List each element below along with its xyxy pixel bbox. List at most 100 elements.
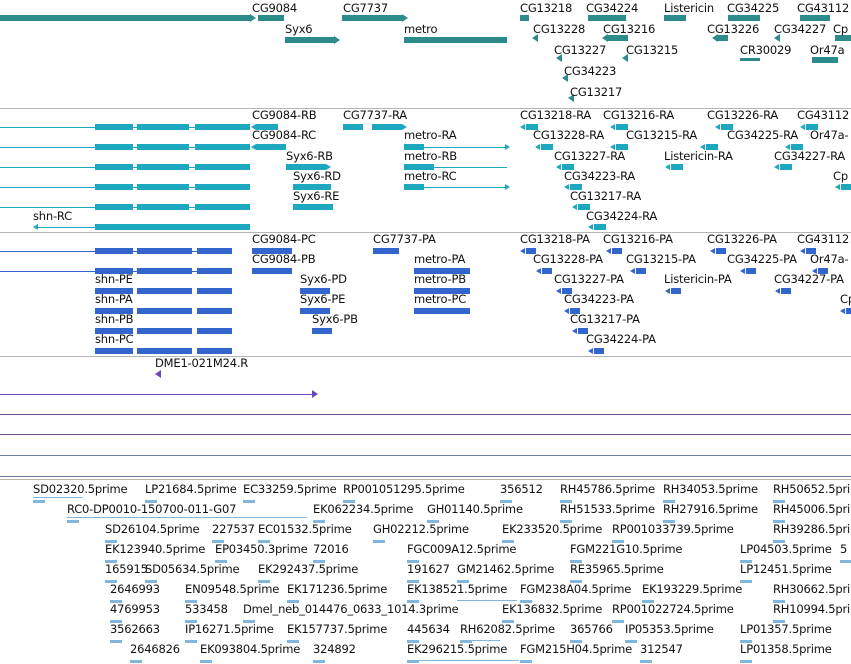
feature-bar[interactable]: [137, 348, 192, 354]
feature-label[interactable]: Listericin: [664, 1, 714, 15]
est-label[interactable]: EK138521.5prime: [407, 582, 508, 596]
est-bar[interactable]: [200, 660, 212, 663]
feature-bar[interactable]: [541, 144, 553, 150]
feature-label[interactable]: CG43112: [797, 108, 850, 122]
est-label[interactable]: GH02212.5prime: [373, 522, 469, 536]
feature-bar[interactable]: [818, 268, 828, 274]
feature-bar[interactable]: [95, 268, 133, 274]
feature-bar[interactable]: [252, 248, 292, 254]
est-label[interactable]: RH62082.5prime: [460, 622, 555, 636]
est-label[interactable]: RH45006.5prime: [773, 502, 851, 516]
feature-label[interactable]: metro-PB: [414, 272, 466, 286]
feature-label[interactable]: CG9084-RB: [252, 108, 317, 122]
est-bar[interactable]: [313, 660, 325, 663]
est-bar[interactable]: [407, 660, 419, 663]
feature-bar[interactable]: [95, 248, 133, 254]
feature-label[interactable]: CG34227: [774, 22, 827, 36]
est-label[interactable]: RH10994.5prime: [773, 602, 851, 616]
feature-bar[interactable]: [137, 268, 192, 274]
est-label[interactable]: EK093804.5prime: [200, 642, 301, 656]
est-label[interactable]: EK157737.5prime: [287, 622, 388, 636]
est-bar[interactable]: [520, 600, 532, 603]
est-bar[interactable]: [287, 640, 299, 643]
est-label[interactable]: RP001051295.5prime: [343, 482, 465, 496]
est-bar[interactable]: [212, 540, 224, 543]
est-bar[interactable]: [427, 520, 439, 523]
est-bar[interactable]: [520, 660, 532, 663]
feature-label[interactable]: CG34223-RA: [564, 169, 636, 183]
est-bar[interactable]: [642, 600, 654, 603]
feature-label[interactable]: metro-RB: [404, 149, 457, 163]
intron-line[interactable]: [33, 497, 83, 498]
feature-label[interactable]: CG9084-RC: [252, 128, 317, 142]
feature-bar[interactable]: [781, 288, 791, 294]
feature-bar[interactable]: [578, 328, 588, 334]
feature-label[interactable]: CG13216: [603, 22, 656, 36]
est-bar[interactable]: [258, 540, 270, 543]
est-bar[interactable]: [105, 580, 117, 583]
feature-bar[interactable]: [137, 124, 189, 130]
intron-line[interactable]: [457, 600, 517, 601]
feature-bar[interactable]: [800, 15, 830, 21]
feature-label[interactable]: CG13227-RA: [554, 149, 626, 163]
est-label[interactable]: IP16271.5prime: [185, 622, 274, 636]
est-label[interactable]: LP04503.5prime: [740, 542, 832, 556]
est-bar[interactable]: [105, 560, 117, 563]
est-bar[interactable]: [407, 580, 419, 583]
feature-label[interactable]: CG9084-PC: [252, 232, 316, 246]
est-label[interactable]: EK171236.5prime: [287, 582, 388, 596]
est-label[interactable]: LP01357.5prime: [740, 622, 832, 636]
est-bar[interactable]: [773, 540, 785, 543]
est-label[interactable]: 533458: [185, 602, 228, 616]
feature-bar[interactable]: [806, 124, 818, 130]
feature-bar[interactable]: [728, 15, 760, 21]
intron-line[interactable]: [404, 147, 507, 148]
feature-label[interactable]: CG34224-PA: [586, 332, 656, 346]
est-label[interactable]: RH34053.5prime: [663, 482, 758, 496]
feature-label[interactable]: CG34224-RA: [586, 209, 658, 223]
est-bar[interactable]: [110, 620, 122, 623]
feature-label[interactable]: CG13226-PA: [707, 232, 777, 246]
feature-bar[interactable]: [846, 308, 851, 314]
feature-bar[interactable]: [588, 15, 626, 21]
est-bar[interactable]: [502, 620, 514, 623]
est-bar[interactable]: [185, 640, 197, 643]
est-label[interactable]: 72016: [313, 542, 349, 556]
feature-bar[interactable]: [414, 308, 470, 314]
feature-bar[interactable]: [137, 144, 189, 150]
est-bar[interactable]: [773, 600, 785, 603]
feature-label[interactable]: Syx6-RE: [293, 189, 340, 203]
est-bar[interactable]: [460, 640, 472, 643]
intron-line[interactable]: [460, 640, 500, 641]
feature-bar[interactable]: [285, 37, 335, 43]
feature-bar[interactable]: [562, 288, 572, 294]
est-label[interactable]: RH51533.5prime: [560, 502, 655, 516]
est-bar[interactable]: [407, 640, 419, 643]
est-bar[interactable]: [258, 580, 270, 583]
feature-bar[interactable]: [746, 268, 756, 274]
est-bar[interactable]: [457, 580, 469, 583]
est-bar[interactable]: [773, 520, 785, 523]
feature-bar[interactable]: [256, 124, 278, 130]
feature-label[interactable]: CG13226: [707, 22, 760, 36]
feature-label[interactable]: Syx6-RB: [286, 149, 333, 163]
feature-label[interactable]: Or47a: [810, 43, 845, 57]
feature-label[interactable]: metro-RA: [404, 128, 457, 142]
feature-bar[interactable]: [95, 288, 133, 294]
feature-label[interactable]: DME1-021M24.R: [155, 356, 249, 370]
est-label[interactable]: SD02320.5prime: [33, 482, 128, 496]
feature-bar[interactable]: [716, 35, 728, 41]
est-bar[interactable]: [215, 560, 227, 563]
feature-bar[interactable]: [197, 348, 232, 354]
feature-label[interactable]: CG43112: [797, 1, 850, 15]
feature-label[interactable]: Or47a-: [810, 252, 849, 266]
est-label[interactable]: 365766: [570, 622, 613, 636]
feature-bar[interactable]: [137, 308, 192, 314]
feature-label[interactable]: CG34227-RA: [774, 149, 846, 163]
feature-label[interactable]: CG13228: [533, 22, 586, 36]
feature-label[interactable]: CG43112: [797, 232, 850, 246]
est-bar[interactable]: [773, 620, 785, 623]
feature-label[interactable]: CG13217: [570, 85, 623, 99]
feature-label[interactable]: Syx6-PD: [300, 272, 347, 286]
feature-bar[interactable]: [664, 15, 686, 21]
